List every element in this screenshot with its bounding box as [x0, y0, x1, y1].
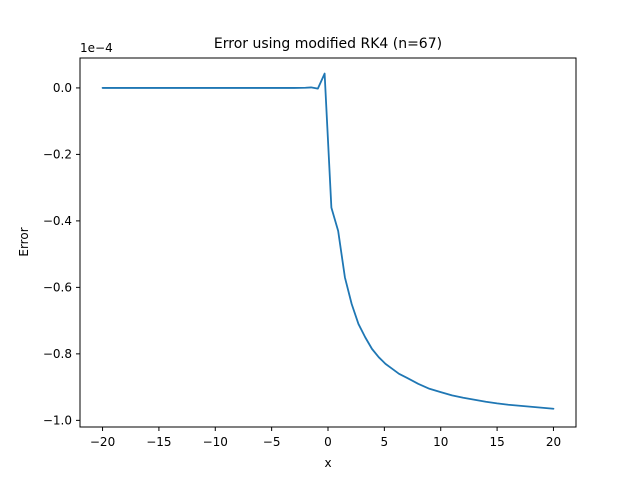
series-layer	[101, 72, 555, 410]
y-axis-label: Error	[17, 227, 31, 256]
x-tick-label: −5	[263, 435, 281, 449]
x-tick-label: 15	[489, 435, 504, 449]
series-line-0	[101, 72, 555, 410]
x-axis-label: x	[324, 456, 331, 470]
x-tick-label: −20	[90, 435, 115, 449]
y-tick-label: −0.2	[43, 147, 72, 161]
plot-frame	[79, 57, 577, 428]
x-tick-label: 5	[381, 435, 389, 449]
chart-title: Error using modified RK4 (n=67)	[214, 36, 442, 52]
y-tick-label: −0.4	[43, 214, 72, 228]
y-tick-label: −1.0	[43, 413, 72, 427]
y-tick-label: −0.8	[43, 347, 72, 361]
x-tick-label: 10	[433, 435, 448, 449]
x-tick-label: 0	[324, 435, 332, 449]
y-axis-ticks: 0.0 −0.2 −0.4 −0.6 −0.8 −1.0	[43, 81, 80, 427]
x-tick-label: −10	[203, 435, 228, 449]
x-tick-label: −15	[146, 435, 171, 449]
y-tick-label: −0.6	[43, 280, 72, 294]
x-tick-label: 20	[546, 435, 561, 449]
y-offset-label: 1e−4	[80, 41, 113, 55]
x-axis-ticks: −20 −15 −10 −5 0 5 10 15 20	[90, 427, 561, 449]
y-tick-label: 0.0	[53, 81, 72, 95]
